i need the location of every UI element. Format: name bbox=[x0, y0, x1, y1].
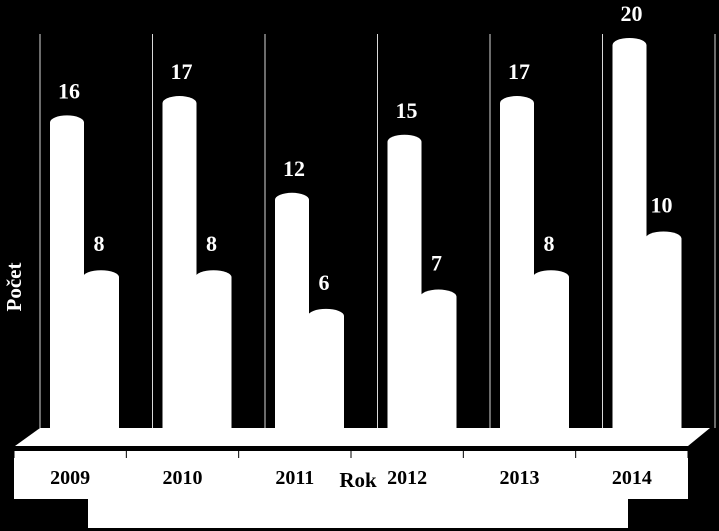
data-label-series-2: 8 bbox=[94, 231, 105, 256]
bar-series-1 bbox=[387, 134, 422, 432]
bar-series-2 bbox=[420, 289, 457, 432]
bar-series-1 bbox=[275, 192, 309, 432]
x-axis: 2009 2010 2011 2012 2013 2014 Rok bbox=[13, 451, 689, 528]
bars bbox=[50, 38, 682, 433]
bar-body bbox=[83, 277, 119, 432]
data-label-series-2: 8 bbox=[206, 231, 217, 256]
x-tick-label: 2011 bbox=[275, 467, 314, 489]
bar-series-2 bbox=[645, 231, 682, 432]
bar-cap bbox=[50, 115, 84, 130]
bar-cap bbox=[612, 38, 647, 52]
data-label-series-2: 8 bbox=[544, 231, 555, 256]
bar-cap bbox=[387, 134, 422, 149]
data-label-series-2: 6 bbox=[319, 270, 330, 295]
x-tick-label: 2013 bbox=[500, 467, 540, 489]
chart-floor bbox=[15, 428, 710, 446]
bar-body bbox=[612, 45, 647, 432]
data-label-series-2: 7 bbox=[431, 251, 442, 276]
axis-title-band bbox=[88, 492, 628, 528]
bar-series-1 bbox=[500, 96, 534, 433]
bar-cap bbox=[533, 270, 569, 285]
bar-body bbox=[420, 296, 457, 432]
bar-cap bbox=[500, 96, 534, 111]
bar-body bbox=[387, 141, 422, 432]
category-axis-strip bbox=[14, 451, 688, 499]
bar-series-1 bbox=[162, 96, 197, 433]
x-tick-label: 2012 bbox=[387, 467, 427, 489]
bar-body bbox=[50, 122, 84, 433]
data-label-series-1: 20 bbox=[621, 1, 643, 26]
chart-frame bbox=[15, 34, 716, 446]
bar-series-2 bbox=[195, 270, 232, 432]
x-tick-label: 2014 bbox=[612, 467, 652, 489]
bar-series-1 bbox=[612, 38, 647, 432]
data-label-series-2: 10 bbox=[651, 193, 673, 218]
bar-body bbox=[195, 277, 232, 432]
bar-cap bbox=[162, 96, 197, 111]
bar-body bbox=[645, 238, 682, 432]
x-tick-label: 2010 bbox=[163, 467, 203, 489]
bar-cap bbox=[645, 231, 682, 246]
data-label-series-1: 12 bbox=[283, 156, 305, 181]
bar-body bbox=[533, 277, 569, 432]
data-label-series-1: 17 bbox=[508, 59, 530, 84]
bar-body bbox=[308, 315, 344, 432]
bar-cap bbox=[420, 289, 457, 304]
bar-series-2 bbox=[533, 270, 569, 432]
x-tick-label: 2009 bbox=[50, 467, 90, 489]
x-axis-title: Rok bbox=[339, 468, 377, 492]
data-label-series-1: 17 bbox=[171, 59, 193, 84]
bar-cap bbox=[83, 270, 119, 285]
data-labels: 16 8 17 8 12 6 15 7 17 8 20 10 bbox=[58, 1, 673, 295]
bar-series-2 bbox=[308, 308, 344, 432]
bar-series-2 bbox=[83, 270, 119, 432]
bar-body bbox=[162, 103, 197, 433]
bar-body bbox=[275, 199, 309, 432]
data-label-series-1: 16 bbox=[58, 78, 80, 103]
data-label-series-1: 15 bbox=[396, 98, 418, 123]
bar-cap bbox=[275, 192, 309, 207]
bar-body bbox=[500, 103, 534, 433]
bar-cap bbox=[195, 270, 232, 285]
bar-cap bbox=[308, 308, 344, 323]
y-axis-title: Počet bbox=[2, 263, 26, 312]
bar-series-1 bbox=[50, 115, 84, 433]
